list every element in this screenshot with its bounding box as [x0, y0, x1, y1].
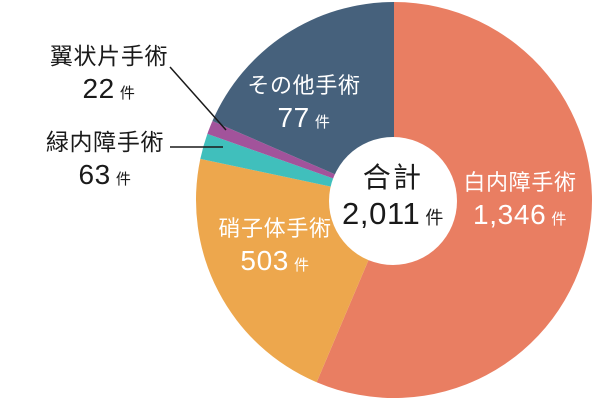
leader-line-pterygium: [169, 66, 227, 131]
pie-slice-4: [212, 2, 394, 200]
donut-hole: [329, 137, 457, 265]
